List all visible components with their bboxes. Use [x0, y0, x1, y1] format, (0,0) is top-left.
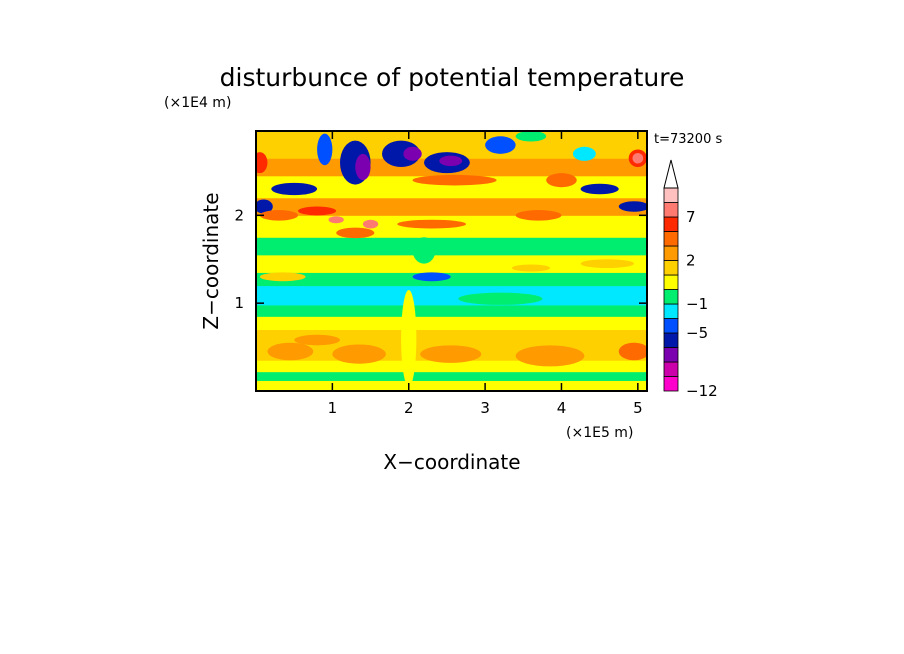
y-scale-note: (×1E4 m) [164, 95, 231, 111]
y-axis-ticks: 12 [234, 206, 647, 312]
y-tick-label: 1 [234, 294, 244, 312]
contour-patch-29 [572, 146, 596, 161]
contour-patch-3 [515, 345, 585, 367]
colorbar-label: −12 [686, 382, 718, 400]
x-axis-ticks: 1 2 3 4 5 [328, 131, 643, 417]
colorbar-swatch [663, 361, 679, 377]
colorbar-swatch [663, 303, 679, 319]
contour-patch-8 [511, 264, 551, 272]
y-tick-label: 2 [234, 206, 244, 224]
contour-band-7 [256, 272, 647, 287]
contour-patch-12 [271, 182, 318, 196]
contour-patch-30 [580, 183, 619, 195]
colorbar-swatch [663, 274, 679, 290]
contour-patch-2 [420, 345, 482, 363]
colorbar-swatch [663, 245, 679, 261]
colorbar-swatch [663, 187, 679, 203]
contour-patch-37 [412, 237, 436, 264]
contour-patch-5 [294, 334, 341, 346]
contour-patch-11 [256, 199, 273, 214]
colorbar-swatch [663, 231, 679, 247]
contour-patch-24 [403, 146, 422, 161]
contour-patch-33 [632, 152, 644, 164]
contour-patch-9 [259, 272, 306, 282]
colorbar-extend-arrow [663, 159, 679, 189]
contour-patch-7 [580, 259, 635, 269]
x-tick-label: 5 [633, 399, 643, 417]
contour-patch-13 [259, 210, 299, 221]
contour-patch-4 [618, 342, 647, 361]
contour-patch-20 [317, 133, 333, 166]
plot-frame [255, 130, 648, 392]
contour-band-6 [256, 285, 647, 306]
contour-patch-31 [618, 201, 647, 212]
colorbar-swatch [663, 332, 679, 348]
contour-patch-35 [515, 210, 562, 221]
contour-patch-22 [355, 153, 371, 181]
contour-band-5 [256, 304, 647, 317]
contour-patch-0 [267, 342, 314, 361]
colorbar: −12−5−127 [663, 159, 718, 400]
contour-patch-26 [439, 155, 463, 167]
contour-patch-17 [328, 216, 344, 224]
contour-patch-10 [412, 272, 451, 282]
colorbar-swatch [663, 347, 679, 363]
x-tick-label: 2 [404, 399, 414, 417]
contour-patch-14 [298, 206, 337, 216]
contour-band-4 [256, 316, 647, 331]
chart-title: disturbunce of potential temperature [220, 63, 685, 92]
colorbar-label: −5 [686, 324, 708, 342]
contour-patch-34 [546, 173, 577, 188]
colorbar-swatch [663, 289, 679, 305]
contour-patch-36 [256, 152, 268, 174]
colorbar-swatch [663, 318, 679, 334]
x-tick-label: 1 [328, 399, 338, 417]
time-label: t=73200 s [654, 132, 722, 147]
contour-patch-15 [336, 227, 375, 239]
contour-band-1 [256, 371, 647, 381]
colorbar-swatch [663, 376, 679, 392]
contour-patch-28 [515, 131, 547, 142]
contour-patch-38 [401, 289, 417, 387]
contour-band-2 [256, 360, 647, 373]
colorbar-label: −1 [686, 295, 708, 313]
colorbar-swatch [663, 216, 679, 232]
x-tick-label: 4 [557, 399, 567, 417]
contour-patch-1 [332, 344, 386, 364]
contour-patch-6 [458, 292, 543, 305]
contour-patch-18 [397, 219, 467, 229]
colorbar-label: 7 [686, 208, 696, 226]
colorbar-label: 2 [686, 252, 696, 270]
y-axis-label: Z−coordinate [199, 192, 223, 329]
colorbar-swatch [663, 260, 679, 276]
x-scale-note: (×1E5 m) [566, 425, 633, 441]
contour-patch-27 [485, 136, 516, 154]
plot-area [256, 131, 647, 391]
contour-band-9 [256, 237, 647, 256]
x-tick-label: 3 [480, 399, 490, 417]
x-axis-label: X−coordinate [383, 450, 520, 474]
contour-band-0 [256, 380, 647, 391]
contour-patch-19 [412, 174, 497, 186]
contour-patch-16 [362, 219, 379, 229]
colorbar-swatch [663, 202, 679, 218]
